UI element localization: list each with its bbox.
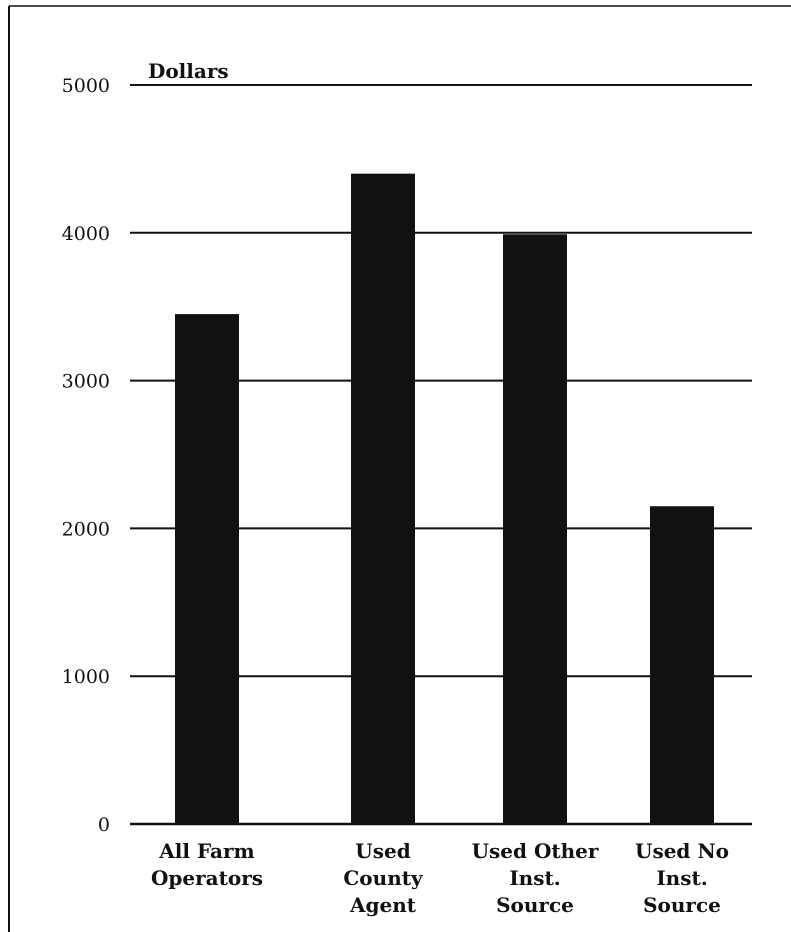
y-axis-unit-label: Dollars: [148, 59, 229, 83]
bar: [650, 506, 714, 824]
x-category-label: Agent: [349, 893, 417, 917]
bar: [175, 314, 239, 824]
x-category-label: All Farm: [158, 839, 254, 863]
bar: [351, 173, 415, 824]
x-category-label: Used No: [635, 839, 729, 863]
y-tick-label: 4000: [62, 223, 110, 245]
x-category-label: Source: [643, 893, 721, 917]
x-category-label: Inst.: [656, 866, 707, 890]
y-tick-label: 1000: [62, 666, 110, 688]
x-category-label: Inst.: [509, 866, 560, 890]
y-tick-label: 2000: [62, 518, 110, 540]
x-category-label: Source: [496, 893, 574, 917]
x-category-label: Used Other: [472, 839, 599, 863]
x-category-label: Used: [355, 839, 410, 863]
x-category-label: Operators: [151, 866, 263, 890]
bars: [175, 173, 714, 824]
x-category-label: County: [343, 866, 424, 890]
y-tick-label: 0: [98, 814, 110, 836]
y-axis-ticks: 0 1000 2000 3000 4000 5000: [62, 75, 110, 836]
y-tick-label: 5000: [62, 75, 110, 97]
y-tick-label: 3000: [62, 371, 110, 393]
bar: [503, 234, 567, 824]
x-axis-labels: All Farm Operators Used County Agent Used Oth…: [151, 839, 729, 917]
